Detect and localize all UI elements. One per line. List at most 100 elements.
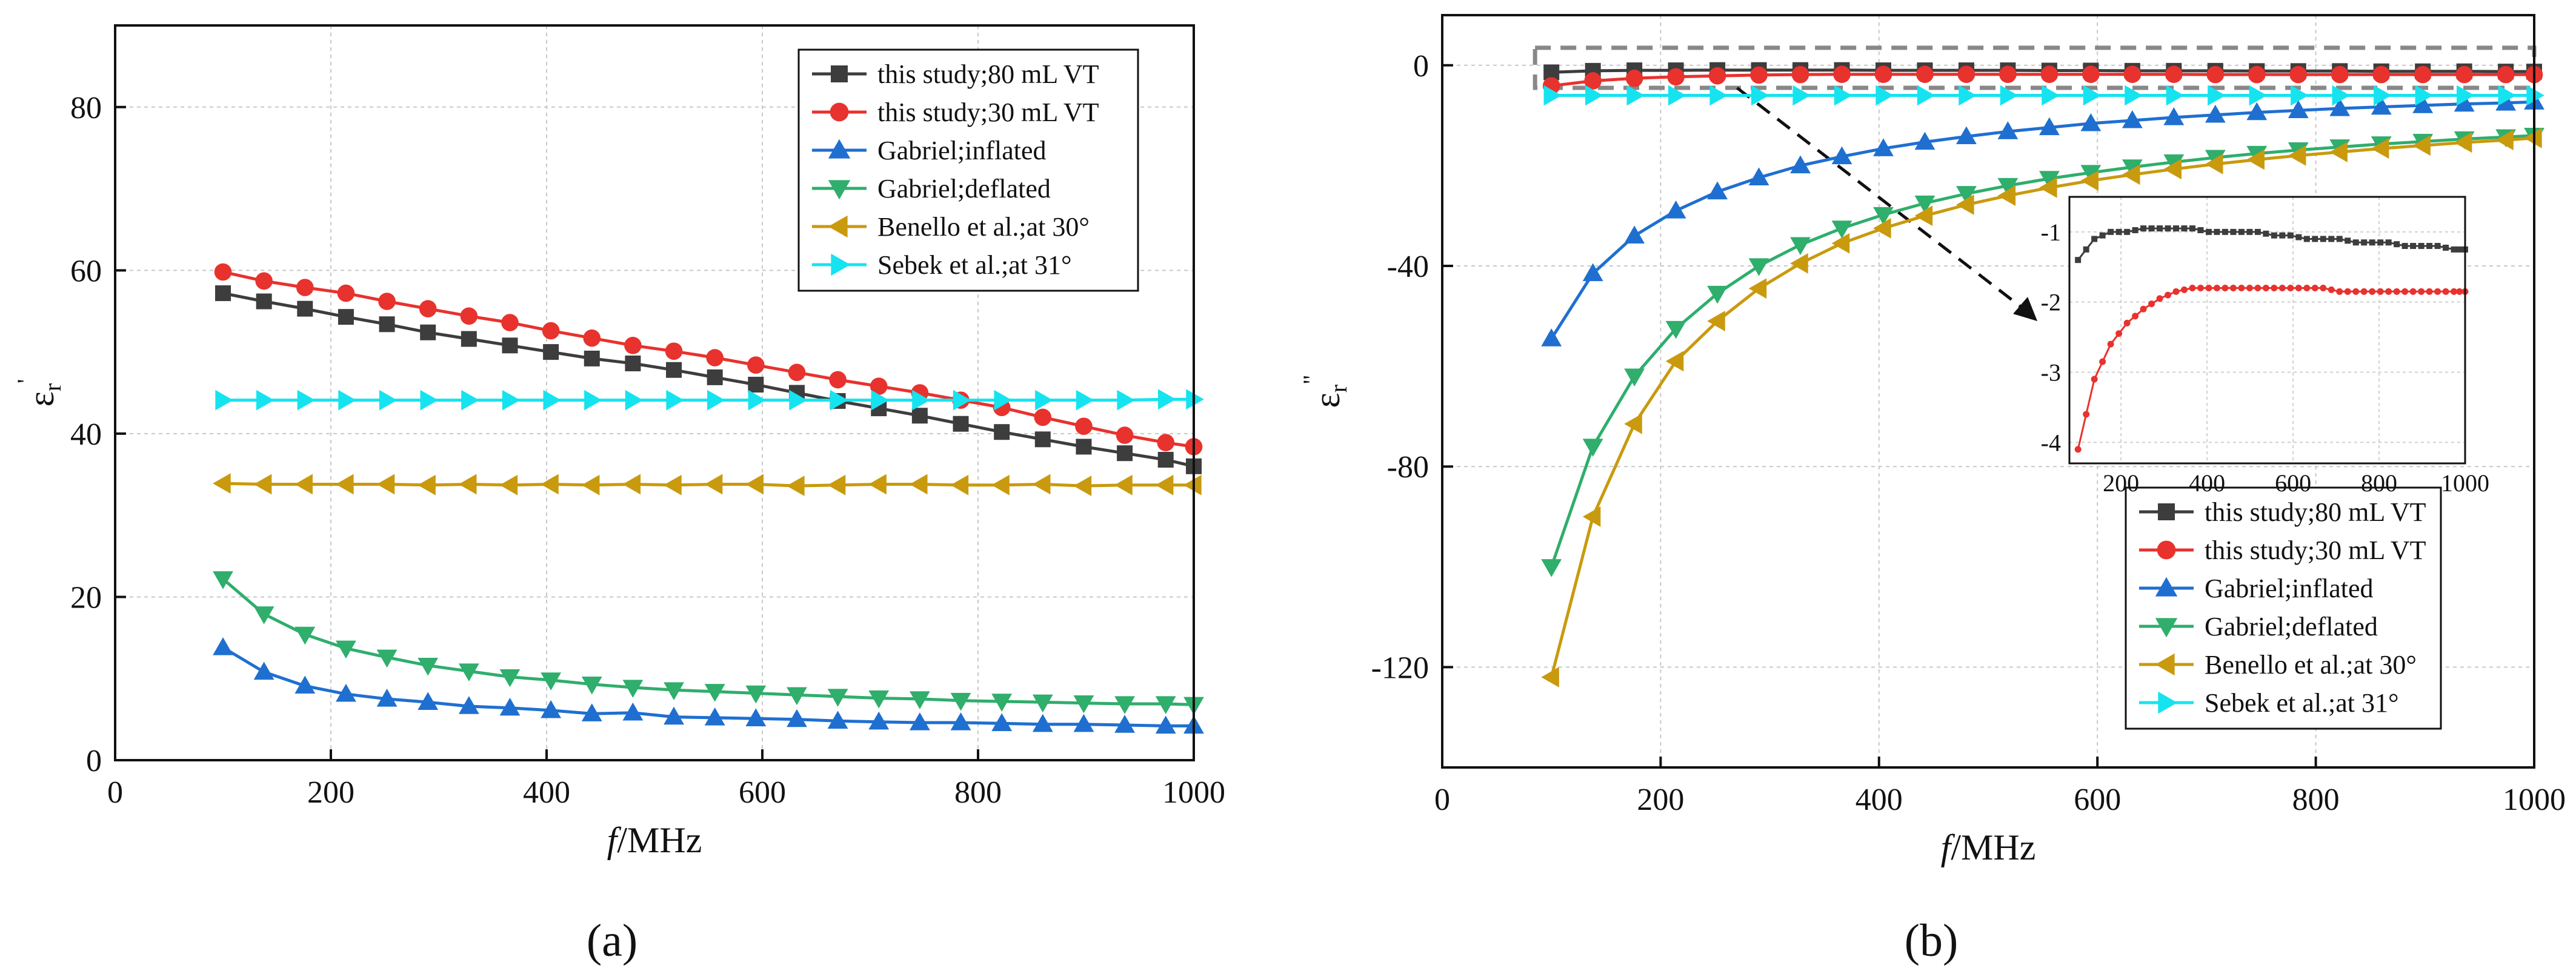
data-point bbox=[2122, 159, 2143, 177]
data-point bbox=[1875, 85, 1894, 106]
data-point bbox=[1117, 445, 1133, 462]
inset-y-tick-label: -3 bbox=[2041, 359, 2061, 386]
data-point bbox=[1917, 85, 1935, 106]
data-point bbox=[1032, 694, 1053, 713]
data-point bbox=[213, 637, 233, 655]
inset-point bbox=[2181, 225, 2188, 232]
data-point bbox=[2498, 85, 2517, 106]
data-point bbox=[296, 279, 314, 296]
data-point bbox=[787, 687, 807, 706]
data-point bbox=[1624, 368, 1645, 387]
data-point bbox=[2040, 65, 2058, 84]
inset-frame bbox=[2068, 196, 2466, 465]
legend-item-benello-et-al-at-30: Benello et al.;at 30° bbox=[812, 212, 1090, 242]
data-point bbox=[1035, 389, 1053, 411]
data-point bbox=[1707, 285, 1728, 304]
data-point bbox=[2122, 164, 2140, 185]
data-point bbox=[2497, 65, 2515, 84]
inset-point bbox=[2229, 285, 2237, 292]
data-point bbox=[2414, 65, 2432, 84]
data-point bbox=[994, 389, 1013, 411]
data-point bbox=[1914, 205, 1933, 227]
data-point bbox=[2454, 132, 2472, 153]
data-point bbox=[2042, 85, 2060, 106]
inset-point bbox=[2271, 232, 2277, 239]
data-point bbox=[2412, 135, 2431, 156]
data-point bbox=[1155, 474, 1174, 495]
inset-point bbox=[2140, 305, 2147, 313]
y-axis-label-base: ε bbox=[1307, 393, 1347, 408]
legend-marker bbox=[830, 102, 849, 122]
inset-point bbox=[2377, 239, 2384, 246]
legend-label: Gabriel;deflated bbox=[877, 174, 1051, 204]
legend-item-gabriel-deflated: Gabriel;deflated bbox=[812, 174, 1051, 204]
data-point bbox=[337, 284, 355, 302]
data-point bbox=[1959, 85, 1977, 106]
legend-marker bbox=[2157, 540, 2176, 560]
inset-point bbox=[2434, 243, 2441, 250]
ticks: 0 200 400 600 800 1000 0 -40 -80 -120 bbox=[1371, 49, 2566, 817]
inset-point bbox=[2123, 319, 2131, 326]
data-point bbox=[583, 329, 601, 347]
data-point bbox=[336, 474, 354, 495]
inset-point bbox=[2320, 285, 2327, 292]
x-axis-label-unit: /MHz bbox=[617, 820, 702, 860]
data-point bbox=[950, 474, 969, 495]
data-point bbox=[213, 473, 231, 494]
plot-frame bbox=[114, 24, 1195, 761]
legend-box bbox=[2125, 486, 2442, 730]
data-point bbox=[1916, 65, 1934, 84]
legend-item-gabriel-inflated: Gabriel;inflated bbox=[2139, 574, 2374, 603]
inset-point bbox=[2254, 285, 2261, 292]
data-point bbox=[420, 389, 439, 411]
data-point bbox=[827, 689, 848, 707]
inset-point bbox=[2099, 358, 2106, 365]
inset-point bbox=[2278, 285, 2286, 292]
inset-point bbox=[2173, 225, 2180, 232]
y-axis-label: εr" bbox=[1298, 375, 1352, 408]
x-axis-label: f/MHz bbox=[607, 820, 702, 860]
x-tick-label: 600 bbox=[2074, 783, 2121, 817]
data-point bbox=[789, 389, 807, 411]
data-point bbox=[420, 324, 436, 340]
legend-label: Gabriel;deflated bbox=[2205, 612, 2378, 641]
data-point bbox=[1114, 715, 1135, 733]
inset-point bbox=[2238, 228, 2245, 235]
data-point bbox=[581, 474, 600, 495]
panel-b: 0 200 400 600 800 1000 0 -40 -80 -120 f/MHz εr" this… bbox=[1298, 14, 2566, 966]
data-point bbox=[542, 322, 560, 340]
inset-point bbox=[2385, 288, 2392, 295]
data-point bbox=[2412, 95, 2434, 113]
y-tick-label: 60 bbox=[70, 254, 102, 288]
inset-point bbox=[2287, 232, 2294, 239]
data-point bbox=[829, 371, 847, 389]
x-axis-label-unit: /MHz bbox=[1951, 827, 2035, 867]
data-point bbox=[2080, 113, 2102, 131]
data-point bbox=[2524, 127, 2542, 148]
data-point bbox=[788, 363, 806, 382]
data-point bbox=[707, 389, 725, 411]
x-tick-label: 200 bbox=[1637, 783, 1684, 817]
panel-a: 0 200 400 600 800 1000 0 20 40 60 80 f/MHz εr' this s… bbox=[12, 24, 1225, 966]
inset-point bbox=[2393, 288, 2400, 295]
data-point bbox=[1956, 126, 1977, 145]
data-point bbox=[541, 672, 562, 691]
inset-point bbox=[2181, 286, 2188, 293]
legend-item-sebek-et-al-at-31: Sebek et al.;at 31° bbox=[812, 250, 1072, 280]
series-sebek-et-al-at-31 bbox=[1543, 85, 2544, 106]
data-point bbox=[787, 709, 807, 727]
data-point bbox=[215, 389, 233, 411]
inset-point bbox=[2418, 288, 2425, 295]
data-point bbox=[418, 692, 439, 710]
data-point bbox=[827, 711, 848, 729]
inset-point bbox=[2246, 228, 2253, 235]
data-point bbox=[1186, 389, 1204, 410]
y-axis-label-sup: ' bbox=[12, 379, 39, 383]
data-point bbox=[379, 389, 398, 411]
data-point bbox=[1624, 413, 1642, 434]
legend-label: this study;80 mL VT bbox=[877, 59, 1099, 89]
inset-point bbox=[2254, 228, 2261, 235]
inset-point bbox=[2320, 236, 2326, 242]
data-point bbox=[376, 689, 398, 707]
data-point bbox=[1157, 452, 1174, 468]
